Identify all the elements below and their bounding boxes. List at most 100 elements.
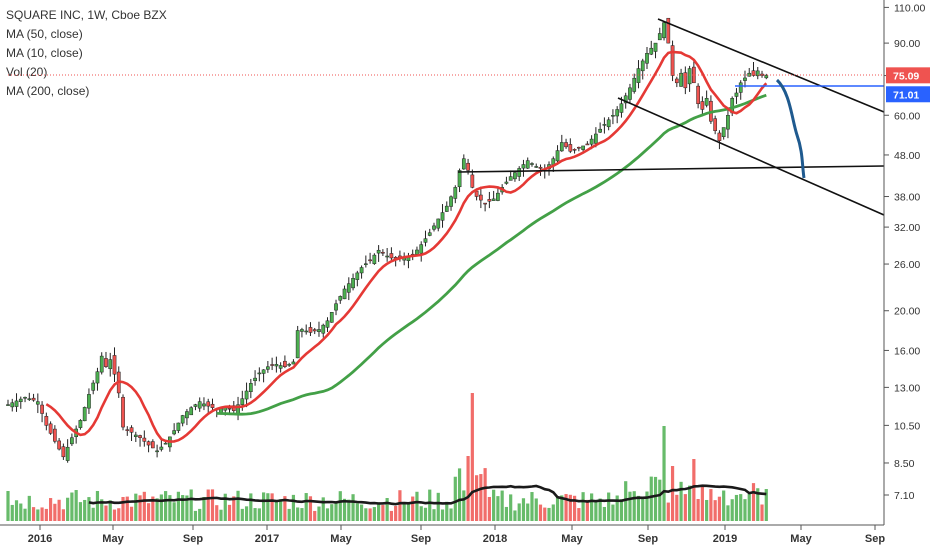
price-tick-label: 32.00: [894, 222, 920, 234]
volume-bar: [470, 393, 474, 521]
volume-bar: [308, 496, 313, 521]
candle-body: [726, 115, 730, 130]
volume-bar: [389, 510, 393, 521]
volume-bar: [236, 490, 240, 521]
volume-bar: [176, 491, 180, 521]
candle-body: [121, 396, 125, 428]
volume-bar: [445, 501, 449, 521]
volume-bar: [611, 504, 615, 521]
time-tick-label: May: [790, 533, 812, 545]
candle-body: [338, 296, 343, 301]
candle-body: [87, 394, 91, 409]
volume-bar: [649, 476, 653, 521]
candle-body: [159, 446, 164, 450]
volume-bar: [602, 506, 606, 521]
candle-body: [619, 103, 624, 113]
volume-bar: [31, 507, 36, 521]
volume-bar: [219, 509, 223, 521]
candle-body: [389, 253, 394, 259]
candle-body: [6, 404, 10, 406]
volume-bar: [428, 489, 432, 521]
volume-bar: [411, 496, 415, 521]
volume-bar: [40, 507, 44, 521]
volume-bar: [121, 496, 125, 521]
candle-body: [189, 407, 194, 416]
time-tick-label: 2018: [483, 533, 507, 545]
time-tick-label: Sep: [183, 533, 203, 545]
candle-body: [248, 383, 253, 393]
volume-bar: [722, 490, 726, 521]
candle-body: [287, 364, 292, 366]
volume-bar: [14, 500, 19, 521]
volume-bar: [377, 502, 381, 521]
candle-body: [240, 398, 245, 405]
candle-body: [176, 422, 181, 431]
volume-bar: [747, 494, 751, 521]
candle-body: [743, 77, 747, 81]
volume-bar: [215, 505, 219, 521]
candle-body: [538, 166, 543, 169]
volume-bar: [436, 492, 440, 521]
volume-bar: [287, 508, 291, 521]
candle-body: [751, 70, 756, 76]
candle-body: [82, 407, 87, 422]
support-horizontal-line: [457, 165, 885, 173]
volume-bar: [74, 490, 78, 521]
candle-body: [513, 172, 517, 180]
candle-body: [266, 366, 270, 370]
volume-bar: [662, 426, 666, 521]
volume-bar: [206, 489, 210, 521]
volume-bar: [679, 481, 683, 521]
candle-body: [40, 404, 44, 414]
candle-body: [351, 278, 355, 289]
time-axis[interactable]: 2016 May Sep 2017 May Sep 2018 May Sep 2019 May Sep: [0, 524, 885, 545]
volume-bar: [334, 501, 338, 521]
volume-bar: [181, 495, 185, 521]
volume-bar: [675, 494, 679, 521]
candle-body: [632, 77, 637, 92]
volume-bar: [57, 499, 61, 521]
volume-bar: [751, 483, 756, 521]
candle-body: [504, 181, 509, 184]
candle-body: [576, 146, 581, 149]
candle-body: [99, 355, 104, 373]
volume-bar: [726, 505, 730, 521]
price-axis[interactable]: 110.0090.0075.0060.0048.0038.0032.0026.0…: [883, 0, 930, 525]
price-tick-label: 7.10: [894, 490, 915, 502]
price-tick-label: 26.00: [894, 259, 920, 271]
candle-body: [44, 416, 49, 426]
projection-curve: [775, 78, 806, 179]
volume-bar: [406, 502, 411, 521]
candle-body: [585, 143, 590, 146]
volume-bar: [227, 504, 232, 521]
hline-price-label: 71.01: [893, 89, 919, 101]
candle-body: [653, 42, 658, 52]
candle-body: [687, 68, 692, 85]
volume-bar: [108, 500, 112, 521]
candlesticks: [6, 17, 769, 463]
candle-body: [466, 162, 470, 171]
volume-bar: [543, 507, 547, 521]
candle-body: [317, 329, 321, 332]
volume-bar: [551, 504, 555, 521]
volume-bar: [423, 507, 428, 521]
candle-body: [172, 430, 176, 435]
candle-body: [734, 92, 739, 97]
candle-body: [649, 47, 654, 55]
candle-body: [572, 149, 577, 151]
volume-bar: [645, 491, 649, 521]
volume-bar: [585, 499, 589, 521]
volume-bar: [555, 496, 560, 521]
candle-body: [674, 78, 679, 84]
volume-bar: [534, 498, 538, 521]
candle-body: [657, 33, 662, 41]
volume-bar: [257, 508, 261, 521]
candle-body: [253, 377, 257, 382]
candle-body: [321, 324, 326, 334]
volume-bar: [466, 456, 470, 521]
candle-body: [755, 70, 760, 77]
volume-bar: [100, 499, 104, 521]
last-price-label: 75.09: [893, 70, 919, 82]
volume-bar: [347, 499, 351, 521]
